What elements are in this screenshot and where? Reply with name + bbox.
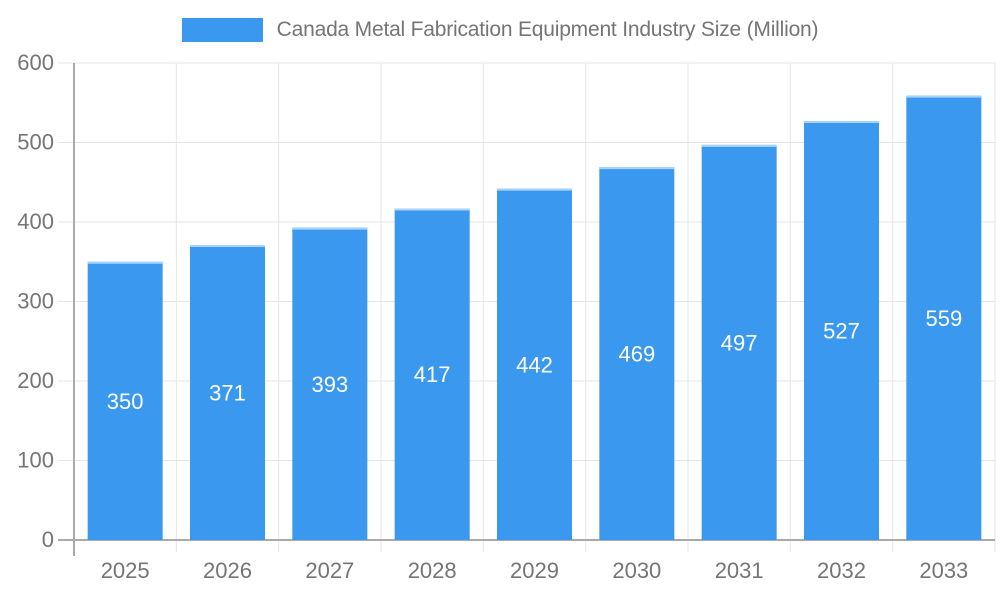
bar-2032[interactable]: [804, 121, 879, 540]
bar-value-label: 527: [823, 319, 860, 344]
x-axis-category-label: 2031: [715, 558, 764, 583]
x-axis-category-label: 2029: [510, 558, 559, 583]
bar-2033[interactable]: [906, 95, 982, 540]
bar-value-label: 393: [311, 372, 348, 397]
bar-value-label: 497: [721, 330, 758, 355]
x-axis-category-label: 2027: [305, 558, 354, 583]
x-axis-category-label: 2028: [408, 558, 457, 583]
legend-swatch: [181, 18, 263, 42]
bar-2030[interactable]: [599, 167, 675, 540]
bar-value-label: 350: [107, 389, 144, 414]
y-axis-tick-label: 500: [17, 130, 54, 155]
y-axis-tick-label: 300: [17, 289, 54, 314]
bar-2031[interactable]: [701, 144, 777, 540]
legend-label: Canada Metal Fabrication Equipment Indus…: [276, 18, 819, 41]
bar-value-label: 559: [925, 306, 962, 331]
bar-value-label: 417: [414, 362, 451, 387]
y-axis-tick-label: 600: [17, 50, 54, 75]
x-axis-category-label: 2026: [203, 558, 252, 583]
y-axis-tick-label: 0: [42, 527, 54, 552]
x-axis-category-label: 2030: [612, 558, 661, 583]
x-axis-category-label: 2033: [919, 558, 968, 583]
x-axis-category-label: 2032: [817, 558, 866, 583]
bar-2029[interactable]: [497, 188, 572, 541]
bar-2027[interactable]: [292, 227, 368, 540]
chart-legend[interactable]: Canada Metal Fabrication Equipment Indus…: [0, 18, 1000, 42]
bar-2025[interactable]: [87, 261, 163, 540]
bar-value-label: 469: [618, 342, 655, 367]
bar-2028[interactable]: [394, 208, 470, 541]
bar-value-label: 371: [209, 381, 246, 406]
y-axis-tick-label: 100: [17, 448, 54, 473]
x-axis-category-label: 2025: [101, 558, 150, 583]
bar-2026[interactable]: [190, 245, 265, 540]
y-axis-tick-label: 400: [17, 209, 54, 234]
bar-value-label: 442: [516, 352, 553, 377]
y-axis-tick-label: 200: [17, 368, 54, 393]
